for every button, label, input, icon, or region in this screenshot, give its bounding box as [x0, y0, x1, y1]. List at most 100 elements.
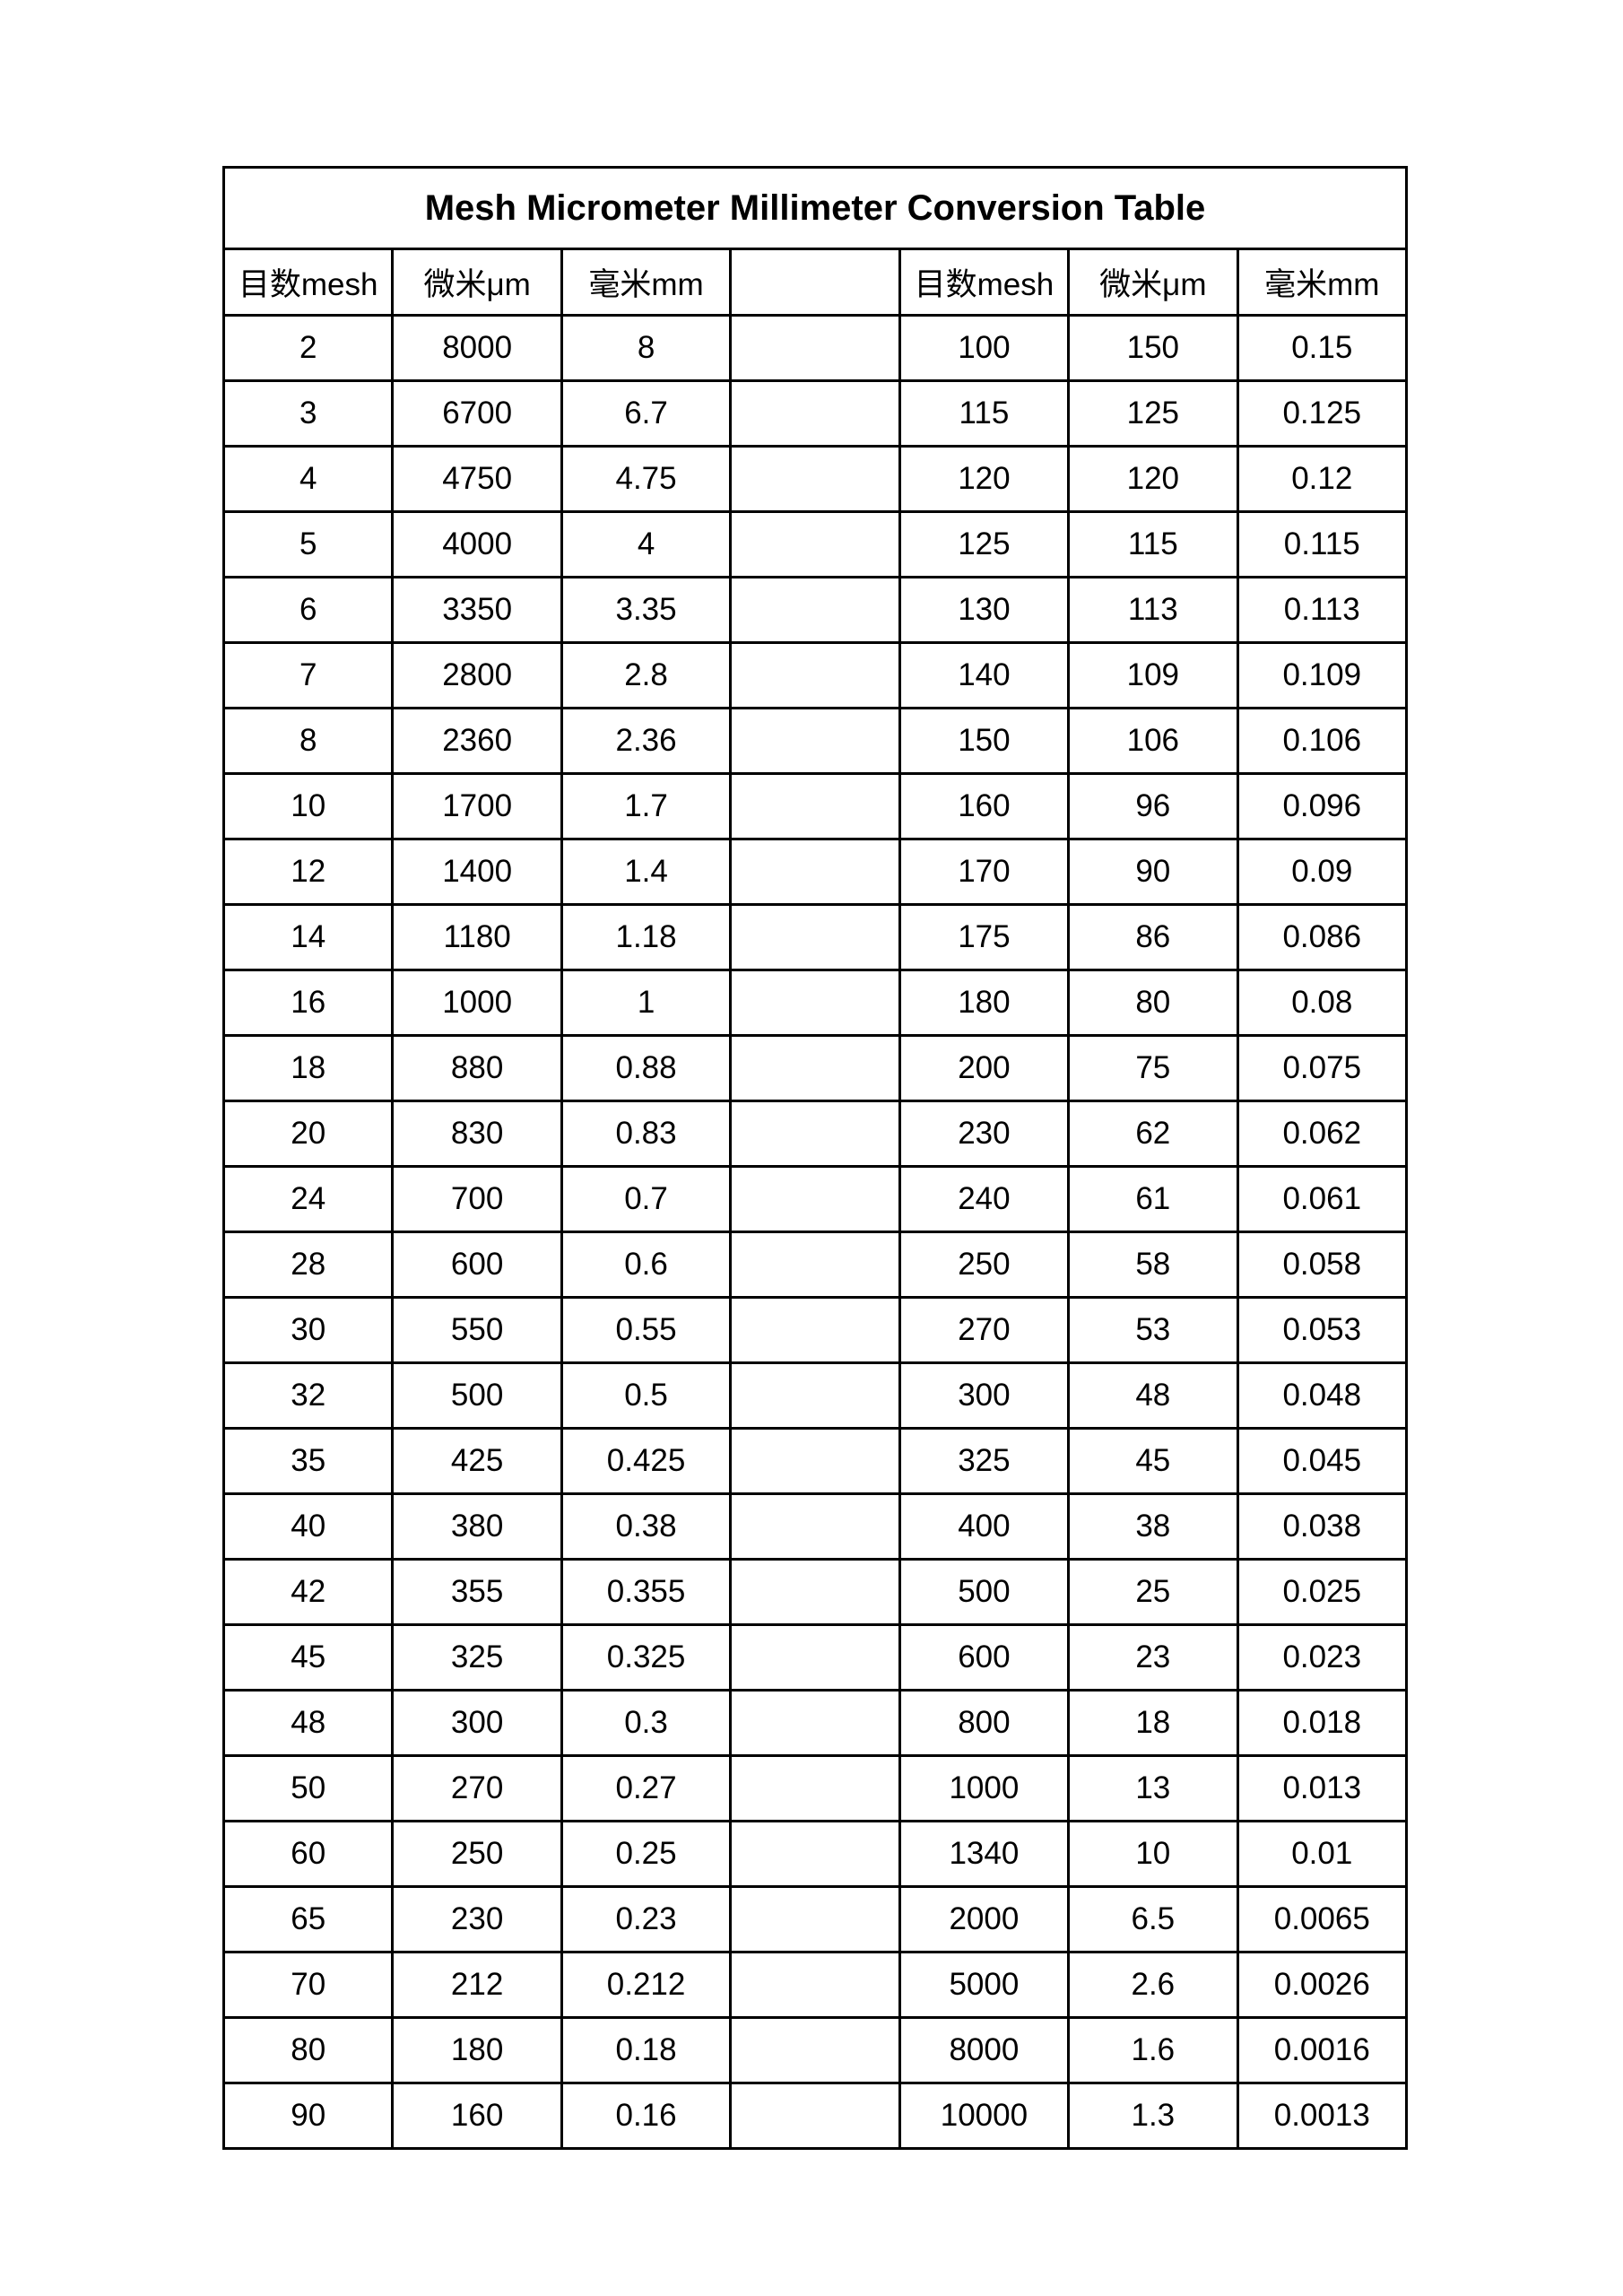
table-cell: [729, 1558, 901, 1626]
table-row: 35 425 0.425 325 45 0.045: [221, 1427, 1409, 1495]
table-row: 3 6700 6.7 115 125 0.125: [221, 379, 1409, 448]
table-cell: [729, 2082, 901, 2150]
table-cell: [729, 1820, 901, 1888]
table-cell: 3: [221, 379, 395, 448]
table-cell: 600: [898, 1623, 1071, 1692]
table-cell: 65: [221, 1885, 395, 1953]
table-cell: 0.038: [1236, 1492, 1409, 1561]
table-cell: 62: [1067, 1100, 1239, 1168]
table-cell: 1000: [898, 1754, 1071, 1822]
table-row: 48 300 0.3 800 18 0.018: [221, 1689, 1409, 1757]
table-row: 70 212 0.212 5000 2.6 0.0026: [221, 1951, 1409, 2019]
table-cell: 0.27: [560, 1754, 733, 1822]
table-cell: 48: [1067, 1361, 1239, 1430]
table-row: 14 1180 1.18 175 86 0.086: [221, 903, 1409, 971]
table-cell: 2.6: [1067, 1951, 1239, 2019]
table-row: 60 250 0.25 1340 10 0.01: [221, 1820, 1409, 1888]
table-cell: 150: [1067, 314, 1239, 382]
table-cell: 0.109: [1236, 641, 1409, 709]
table-cell: [729, 1951, 901, 2019]
table-cell: [729, 772, 901, 840]
table-row: 16 1000 1 180 80 0.08: [221, 969, 1409, 1037]
table-cell: 8000: [391, 314, 563, 382]
table-cell: 0.045: [1236, 1427, 1409, 1495]
table-cell: 500: [391, 1361, 563, 1430]
table-cell: 48: [221, 1689, 395, 1757]
table-cell: 60: [221, 1820, 395, 1888]
table-row: 18 880 0.88 200 75 0.075: [221, 1034, 1409, 1102]
table-cell: 170: [898, 838, 1071, 906]
table-cell: 1000: [391, 969, 563, 1037]
header-row: 目数mesh 微米μm 毫米mm 目数mesh 微米μm 毫米mm: [221, 248, 1409, 317]
table-row: 2 8000 8 100 150 0.15: [221, 314, 1409, 382]
table-cell: 28: [221, 1231, 395, 1299]
table-cell: 0.0026: [1236, 1951, 1409, 2019]
table-cell: 0.09: [1236, 838, 1409, 906]
table-cell: 4000: [391, 510, 563, 578]
table-cell: 1400: [391, 838, 563, 906]
table-row: 80 180 0.18 8000 1.6 0.0016: [221, 2016, 1409, 2084]
table-cell: 1.3: [1067, 2082, 1239, 2150]
table-cell: 96: [1067, 772, 1239, 840]
table-cell: 20: [221, 1100, 395, 1168]
table-cell: 2000: [898, 1885, 1071, 1953]
table-cell: 2.8: [560, 641, 733, 709]
table-cell: 2360: [391, 707, 563, 775]
table-cell: 0.113: [1236, 576, 1409, 644]
table-cell: 300: [391, 1689, 563, 1757]
table-cell: 125: [898, 510, 1071, 578]
table-cell: 80: [1067, 969, 1239, 1037]
table-cell: 0.16: [560, 2082, 733, 2150]
table-cell: 5000: [898, 1951, 1071, 2019]
table-cell: 10: [221, 772, 395, 840]
table-cell: 14: [221, 903, 395, 971]
table-cell: 120: [1067, 445, 1239, 513]
table-cell: 0.013: [1236, 1754, 1409, 1822]
table-cell: 0.425: [560, 1427, 733, 1495]
table-cell: [729, 445, 901, 513]
table-cell: 7: [221, 641, 395, 709]
table-cell: 130: [898, 576, 1071, 644]
table-cell: 0.053: [1236, 1296, 1409, 1364]
table-row: 42 355 0.355 500 25 0.025: [221, 1558, 1409, 1626]
table-cell: 42: [221, 1558, 395, 1626]
table-cell: [729, 1623, 901, 1692]
table-cell: 0.55: [560, 1296, 733, 1364]
table-row: 40 380 0.38 400 38 0.038: [221, 1492, 1409, 1561]
table-cell: 325: [391, 1623, 563, 1692]
table-cell: 0.0013: [1236, 2082, 1409, 2150]
table-cell: 0.83: [560, 1100, 733, 1168]
table-cell: 13: [1067, 1754, 1239, 1822]
table-cell: 0.096: [1236, 772, 1409, 840]
table-cell: 380: [391, 1492, 563, 1561]
table-cell: 550: [391, 1296, 563, 1364]
table-cell: 140: [898, 641, 1071, 709]
table-cell: [729, 903, 901, 971]
table-cell: 0.12: [1236, 445, 1409, 513]
column-header: 微米μm: [1067, 248, 1239, 317]
table-cell: [729, 379, 901, 448]
table-cell: 1.6: [1067, 2016, 1239, 2084]
table-cell: 0.7: [560, 1165, 733, 1233]
table-row: 65 230 0.23 2000 6.5 0.0065: [221, 1885, 1409, 1953]
table-cell: 0.086: [1236, 903, 1409, 971]
table-cell: 30: [221, 1296, 395, 1364]
table-cell: 115: [1067, 510, 1239, 578]
table-cell: 58: [1067, 1231, 1239, 1299]
table-cell: 70: [221, 1951, 395, 2019]
table-cell: 86: [1067, 903, 1239, 971]
table-cell: 230: [898, 1100, 1071, 1168]
table-cell: 0.125: [1236, 379, 1409, 448]
table-cell: [729, 1100, 901, 1168]
conversion-table: Mesh Micrometer Millimeter Conversion Ta…: [221, 166, 1409, 2150]
table-cell: 1700: [391, 772, 563, 840]
table-cell: 270: [391, 1754, 563, 1822]
table-cell: [729, 1361, 901, 1430]
table-cell: 0.061: [1236, 1165, 1409, 1233]
table-cell: 0.355: [560, 1558, 733, 1626]
table-cell: 25: [1067, 1558, 1239, 1626]
table-cell: 45: [221, 1623, 395, 1692]
table-cell: [729, 1754, 901, 1822]
table-cell: 75: [1067, 1034, 1239, 1102]
table-cell: 0.6: [560, 1231, 733, 1299]
